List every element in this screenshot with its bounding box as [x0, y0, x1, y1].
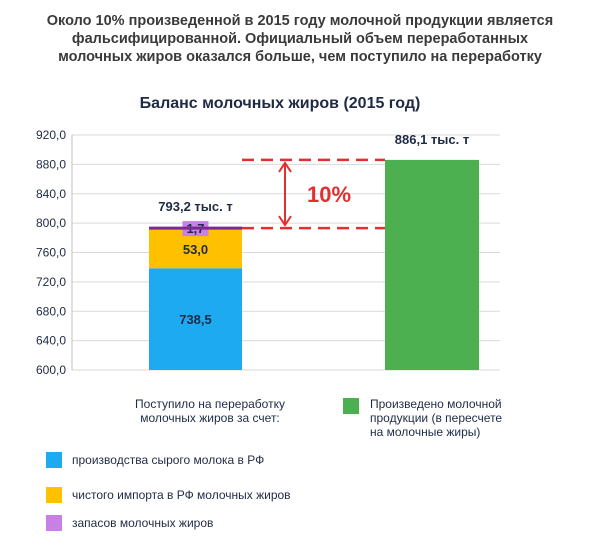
y-tick-label: 920,0	[36, 128, 66, 142]
legend-label-raw-milk: производства сырого молока в РФ	[72, 453, 265, 467]
gap-arrow-head-down	[278, 215, 292, 227]
y-tick-label: 760,0	[36, 246, 66, 260]
y-tick-label: 720,0	[36, 275, 66, 289]
gap-arrow-head-up	[278, 161, 292, 173]
y-tick-label: 840,0	[36, 187, 66, 201]
legend-swatch-produced	[343, 398, 359, 414]
headline-line-1: Около 10% произведенной в 2015 году моло…	[46, 13, 554, 29]
right-caption-line-3: на молочные жиры)	[370, 425, 481, 439]
y-tick-label: 600,0	[36, 363, 66, 377]
bar-segment	[149, 268, 242, 370]
legend-swatch-import	[46, 487, 62, 503]
bar-segment-label: 53,0	[183, 242, 208, 257]
chart-title: Баланс молочных жиров (2015 год)	[139, 95, 421, 112]
y-tick-label: 640,0	[36, 334, 66, 348]
bar-produced-label: 886,1 тыс. т	[395, 132, 469, 147]
bar-produced	[385, 159, 479, 370]
headline-line-3: молочных жиров оказался больше, чем пост…	[58, 49, 542, 65]
headline-line-2: фальсифицированной. Официальный объем пе…	[71, 31, 529, 47]
y-tick-label: 800,0	[36, 216, 66, 230]
right-caption-line-1: Произведено молочной	[370, 397, 502, 411]
right-category-caption: Произведено молочной продукции (в пересч…	[370, 397, 570, 439]
right-caption-line-2: продукции (в пересчете	[370, 411, 503, 425]
legend-label-stocks: запасов молочных жиров	[72, 516, 214, 530]
legend-swatch-stocks	[46, 515, 62, 531]
left-caption-line-2: молочных жиров за счет:	[140, 411, 280, 425]
headline: Около 10% произведенной в 2015 году моло…	[20, 12, 580, 66]
gap-percent-label: 10%	[307, 182, 351, 207]
bar-segment-label: 738,5	[179, 312, 212, 327]
y-tick-label: 680,0	[36, 304, 66, 318]
y-tick-label: 880,0	[36, 157, 66, 171]
legend-label-import: чистого импорта в РФ молочных жиров	[72, 488, 291, 502]
stack-total-label: 793,2 тыс. т	[158, 199, 232, 214]
legend-swatch-raw-milk	[46, 452, 62, 468]
left-caption-line-1: Поступило на переработку	[135, 397, 285, 411]
left-category-caption: Поступило на переработку молочных жиров …	[95, 397, 325, 425]
